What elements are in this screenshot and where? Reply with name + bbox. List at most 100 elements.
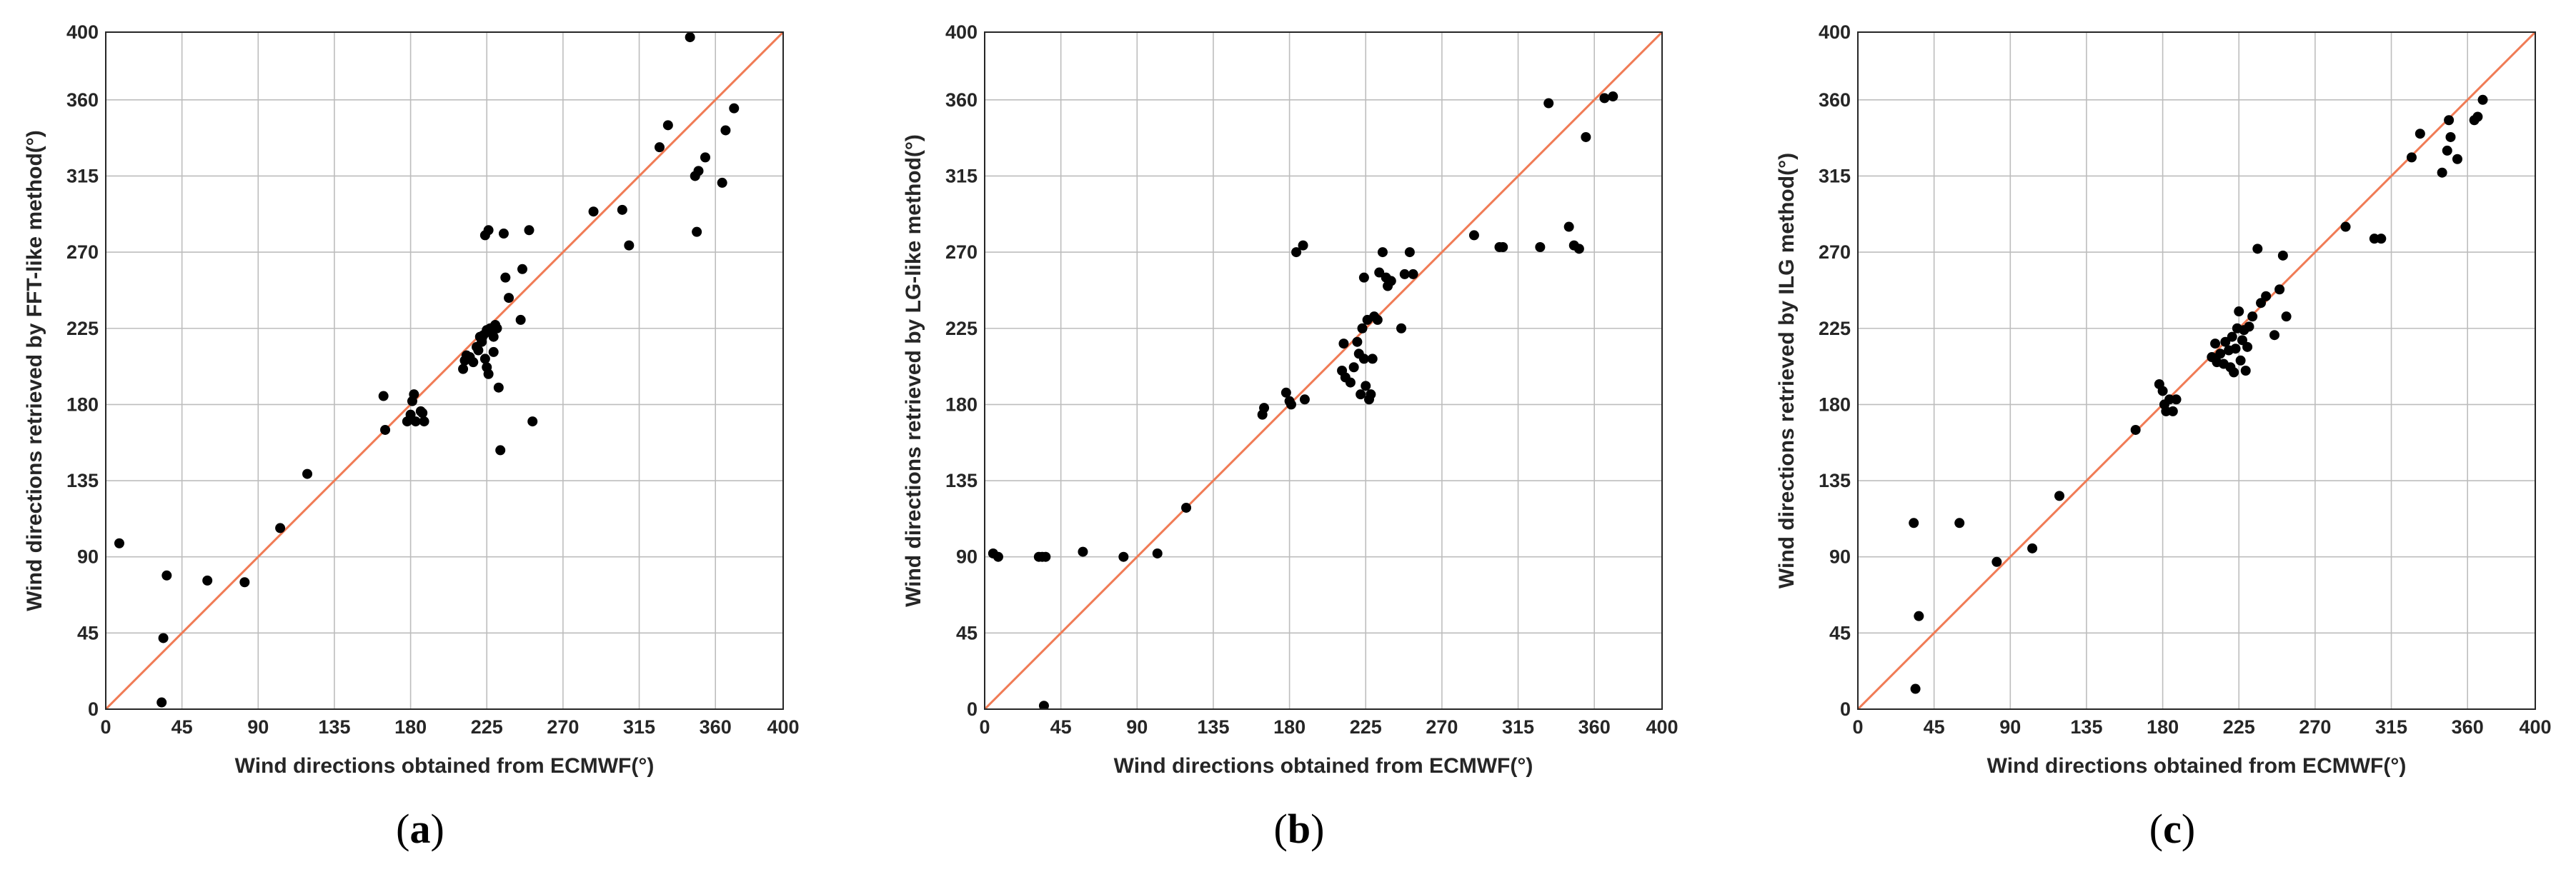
x-tick-label: 0 (1852, 716, 1863, 738)
data-point (417, 408, 428, 419)
data-point (2406, 152, 2417, 163)
data-point (1118, 551, 1129, 562)
data-point (1573, 244, 1584, 254)
x-tick-label: 400 (767, 716, 799, 738)
data-point (1563, 221, 1574, 232)
y-tick-label: 135 (945, 470, 978, 491)
y-tick-label: 270 (1819, 241, 1851, 263)
data-point (2054, 491, 2065, 501)
data-point (1280, 387, 1291, 398)
data-point (2242, 341, 2253, 352)
data-point (2452, 154, 2462, 164)
data-point (1608, 91, 1618, 102)
data-point (1291, 247, 1302, 258)
data-point (685, 32, 695, 43)
y-tick-label: 270 (945, 241, 978, 263)
y-tick-label: 315 (945, 165, 978, 186)
data-point (1408, 269, 1418, 279)
y-tick-label: 135 (1819, 470, 1851, 491)
data-point (2437, 167, 2447, 178)
data-point (2235, 355, 2246, 366)
data-point (2230, 344, 2241, 354)
data-point (483, 225, 494, 236)
panel-letter: b (1288, 806, 1311, 852)
data-point (517, 264, 528, 274)
panel-c: 0 45 90 135 180 225 270 315 360 400 0 45 90 135 180 22… (1775, 21, 2552, 852)
x-tick-label: 270 (1426, 716, 1458, 738)
data-point (1366, 389, 1376, 400)
y-tick-label: 315 (66, 165, 99, 186)
data-point (1535, 241, 1546, 252)
data-point (2281, 311, 2292, 322)
x-tick-label: 135 (2070, 716, 2102, 738)
x-tick-label: 315 (1502, 716, 1534, 738)
data-point (1581, 131, 1591, 142)
data-point (720, 125, 731, 136)
data-point (504, 293, 514, 304)
reference-line (985, 32, 1662, 709)
y-tick-label: 180 (66, 394, 99, 415)
x-tick-label: 270 (547, 716, 579, 738)
data-point (1345, 377, 1356, 388)
data-point (468, 357, 479, 368)
data-point (493, 382, 504, 393)
reference-line (106, 32, 783, 709)
data-point (378, 391, 389, 401)
x-tick-label: 360 (1578, 716, 1611, 738)
data-points (1909, 94, 2488, 694)
data-point (1910, 683, 1921, 694)
data-point (717, 177, 727, 188)
data-point (275, 523, 286, 533)
data-point (1299, 394, 1310, 405)
data-point (588, 206, 599, 217)
y-tick-label: 360 (1819, 89, 1851, 111)
data-point (1372, 314, 1383, 325)
x-tick-label: 45 (1050, 716, 1072, 738)
data-point (2274, 284, 2285, 295)
reference-line (1858, 32, 2535, 709)
data-point (2157, 386, 2168, 396)
data-point (1377, 247, 1388, 258)
data-point (498, 229, 509, 239)
data-point (2171, 394, 2182, 405)
x-tick-labels: 0 45 90 135 180 225 270 315 360 400 (100, 716, 799, 738)
data-point (1909, 518, 1919, 528)
data-point (239, 577, 250, 588)
data-point (2472, 111, 2483, 122)
y-tick-label: 0 (1840, 698, 1851, 720)
data-point (993, 551, 1003, 562)
x-tick-label: 400 (2519, 716, 2551, 738)
data-point (2477, 94, 2488, 105)
y-tick-label: 180 (945, 394, 978, 415)
data-point (693, 166, 704, 176)
data-point (1338, 339, 1349, 349)
data-point (1399, 269, 1410, 279)
data-point (488, 331, 499, 342)
x-tick-label: 225 (471, 716, 503, 738)
data-point (1914, 611, 1924, 621)
data-point (2130, 424, 2141, 435)
y-tick-label: 135 (66, 470, 99, 491)
x-tick-label: 360 (2452, 716, 2484, 738)
data-point (2376, 234, 2387, 244)
data-point (654, 142, 665, 153)
x-axis-label: Wind directions obtained from ECMWF(°) (1114, 754, 1533, 778)
y-tick-labels: 0 45 90 135 180 225 270 315 360 400 (945, 21, 978, 720)
data-point (2340, 221, 2351, 232)
x-tick-label: 360 (700, 716, 732, 738)
data-point (1954, 518, 1965, 528)
data-point (1468, 230, 1479, 241)
data-point (1396, 323, 1407, 334)
y-tick-label: 360 (945, 89, 978, 111)
data-point (1352, 336, 1363, 347)
x-tick-label: 180 (2147, 716, 2179, 738)
x-tick-label: 180 (394, 716, 427, 738)
data-point (700, 152, 710, 163)
y-tick-label: 45 (1829, 622, 1851, 643)
y-tick-label: 400 (945, 21, 978, 43)
data-point (617, 204, 627, 215)
data-point (473, 345, 484, 356)
y-tick-label: 225 (945, 318, 978, 339)
panel-letter: a (410, 806, 431, 852)
